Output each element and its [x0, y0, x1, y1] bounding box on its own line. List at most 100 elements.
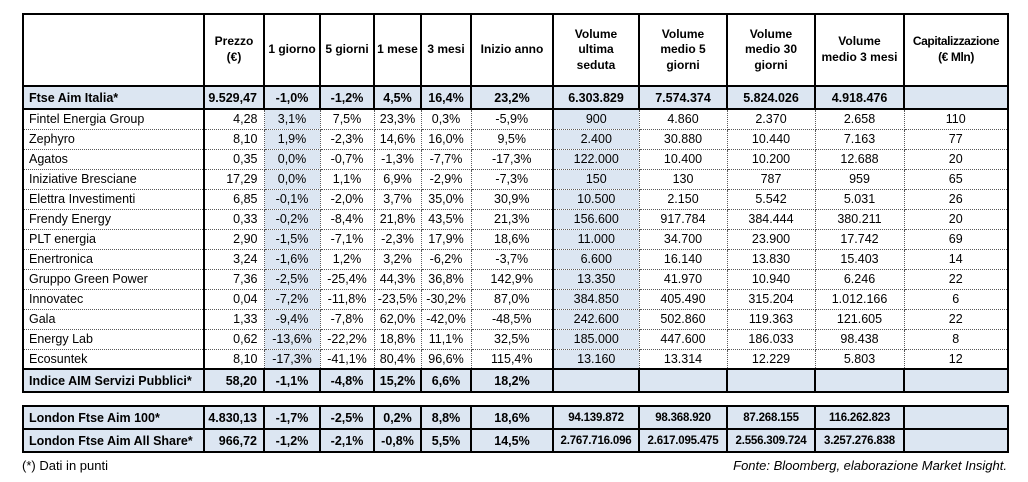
cell-volume-ultima-seduta: 2.400 [552, 128, 640, 150]
cell-volume-ultima-seduta: 150 [552, 168, 640, 190]
cell-1-mese: 44,3% [373, 268, 422, 290]
cell-volume-medio-3-mesi: 2.658 [814, 108, 905, 130]
cell-volume-ultima-seduta: 6.303.829 [552, 85, 640, 110]
col-header-volume-medio-3-mesi: Volume medio 3 mesi [814, 13, 905, 87]
cell-name: Zephyro [22, 128, 205, 150]
cell-3-mesi: -7,7% [420, 148, 472, 170]
cell-1-giorno: -2,5% [263, 268, 321, 290]
table-row: Elettra Investimenti 6,85 -0,1% -2,0% 3,7% 35… [22, 188, 1009, 210]
cell-volume-medio-30-giorni: 13.830 [726, 248, 816, 270]
cell-capitalizzazione-eur-mln: 8 [903, 328, 1009, 350]
cell-5-giorni: 7,5% [319, 108, 375, 130]
cell-1-mese: 23,3% [373, 108, 422, 130]
cell-volume-ultima-seduta: 900 [552, 108, 640, 130]
cell-volume-medio-3-mesi: 6.246 [814, 268, 905, 290]
cell-5-giorni: -7,1% [319, 228, 375, 250]
cell-1-giorno: -0,2% [263, 208, 321, 230]
col-header-prezzo: Prezzo (€) [203, 13, 265, 87]
cell-volume-ultima-seduta: 122.000 [552, 148, 640, 170]
cell-inizio-anno: 87,0% [470, 288, 554, 310]
cell-inizio-anno: 14,5% [470, 428, 554, 453]
cell-prezzo-eur: 0,04 [203, 288, 265, 310]
cell-volume-medio-30-giorni: 5.542 [726, 188, 816, 210]
cell-volume-medio-5-giorni: 98.368.920 [638, 405, 728, 430]
cell-inizio-anno: 21,3% [470, 208, 554, 230]
cell-capitalizzazione-eur-mln: 65 [903, 168, 1009, 190]
cell-name: Fintel Energia Group [22, 108, 205, 130]
cell-name: Frendy Energy [22, 208, 205, 230]
cell-name: PLT energia [22, 228, 205, 250]
cell-3-mesi: -6,2% [420, 248, 472, 270]
cell-1-mese: 14,6% [373, 128, 422, 150]
cell-volume-ultima-seduta: 242.600 [552, 308, 640, 330]
col-header-volume-medio-30-giorni: Volume medio 30 giorni [726, 13, 816, 87]
cell-3-mesi: 96,6% [420, 348, 472, 370]
cell-5-giorni: -1,2% [319, 85, 375, 110]
cell-1-giorno: -17,3% [263, 348, 321, 370]
cell-volume-medio-3-mesi: 7.163 [814, 128, 905, 150]
cell-1-giorno: -9,4% [263, 308, 321, 330]
cell-volume-medio-30-giorni: 12.229 [726, 348, 816, 370]
cell-name: Enertronica [22, 248, 205, 270]
cell-inizio-anno: 23,2% [470, 85, 554, 110]
cell-inizio-anno: 18,2% [470, 368, 554, 393]
cell-3-mesi: 36,8% [420, 268, 472, 290]
cell-prezzo-eur: 17,29 [203, 168, 265, 190]
cell-inizio-anno: 32,5% [470, 328, 554, 350]
table-spacer [22, 393, 1028, 405]
cell-name: Gala [22, 308, 205, 330]
cell-1-mese: -2,3% [373, 228, 422, 250]
cell-prezzo-eur: 8,10 [203, 128, 265, 150]
cell-volume-medio-30-giorni: 87.268.155 [726, 405, 816, 430]
cell-3-mesi: -2,9% [420, 168, 472, 190]
cell-volume-medio-30-giorni: 119.363 [726, 308, 816, 330]
cell-volume-medio-3-mesi: 1.012.166 [814, 288, 905, 310]
cell-1-giorno: -1,6% [263, 248, 321, 270]
cell-name: Ecosuntek [22, 348, 205, 370]
cell-5-giorni: -7,8% [319, 308, 375, 330]
cell-name: London Ftse Aim 100* [22, 405, 205, 430]
cell-volume-medio-3-mesi: 5.803 [814, 348, 905, 370]
index-row-london-ftse-aim: London Ftse Aim All Share* 966,72 -1,2% -2,… [22, 428, 1009, 453]
cell-volume-medio-5-giorni: 41.970 [638, 268, 728, 290]
table-row: Innovatec 0,04 -7,2% -11,8% -23,5% -30,2% 87,0… [22, 288, 1009, 310]
cell-volume-medio-5-giorni: 10.400 [638, 148, 728, 170]
cell-volume-ultima-seduta: 384.850 [552, 288, 640, 310]
col-header-inizio-anno: Inizio anno [470, 13, 554, 87]
table-row: Iniziative Bresciane 17,29 0,0% 1,1% 6,9% -2,… [22, 168, 1009, 190]
cell-5-giorni: -22,2% [319, 328, 375, 350]
cell-1-mese: 3,2% [373, 248, 422, 270]
cell-1-mese: 80,4% [373, 348, 422, 370]
cell-3-mesi: -30,2% [420, 288, 472, 310]
cell-3-mesi: 16,4% [420, 85, 472, 110]
cell-capitalizzazione-eur-mln: 12 [903, 348, 1009, 370]
table-row: PLT energia 2,90 -1,5% -7,1% -2,3% 17,9% 18,6%… [22, 228, 1009, 250]
cell-prezzo-eur: 9.529,47 [203, 85, 265, 110]
cell-1-giorno: -1,1% [263, 368, 321, 393]
cell-volume-medio-30-giorni: 186.033 [726, 328, 816, 350]
col-header-3-mesi: 3 mesi [420, 13, 472, 87]
cell-capitalizzazione-eur-mln [903, 428, 1009, 453]
header-row: Prezzo (€) 1 giorno 5 giorni 1 mese 3 me… [22, 13, 1009, 87]
table-row: Ecosuntek 8,10 -17,3% -41,1% 80,4% 96,6% 115,4… [22, 348, 1009, 370]
cell-inizio-anno: -7,3% [470, 168, 554, 190]
cell-1-mese: -1,3% [373, 148, 422, 170]
table-row: Enertronica 3,24 -1,6% 1,2% 3,2% -6,2% -3,7% 6.… [22, 248, 1009, 270]
table-row: Fintel Energia Group 4,28 3,1% 7,5% 23,3% 0,3… [22, 108, 1009, 130]
table-row: Energy Lab 0,62 -13,6% -22,2% 18,8% 11,1% 32,5… [22, 328, 1009, 350]
col-header-volume-ultima-seduta: Volume ultima seduta [552, 13, 640, 87]
cell-volume-medio-5-giorni: 502.860 [638, 308, 728, 330]
cell-volume-medio-5-giorni: 30.880 [638, 128, 728, 150]
cell-prezzo-eur: 966,72 [203, 428, 265, 453]
footnote: (*) Dati in punti [22, 458, 108, 473]
cell-prezzo-eur: 0,35 [203, 148, 265, 170]
cell-inizio-anno: -5,9% [470, 108, 554, 130]
cell-prezzo-eur: 7,36 [203, 268, 265, 290]
cell-5-giorni: -4,8% [319, 368, 375, 393]
cell-1-mese: 62,0% [373, 308, 422, 330]
cell-capitalizzazione-eur-mln: 110 [903, 108, 1009, 130]
cell-3-mesi: 35,0% [420, 188, 472, 210]
cell-5-giorni: -2,0% [319, 188, 375, 210]
cell-name: Agatos [22, 148, 205, 170]
cell-volume-medio-3-mesi: 98.438 [814, 328, 905, 350]
